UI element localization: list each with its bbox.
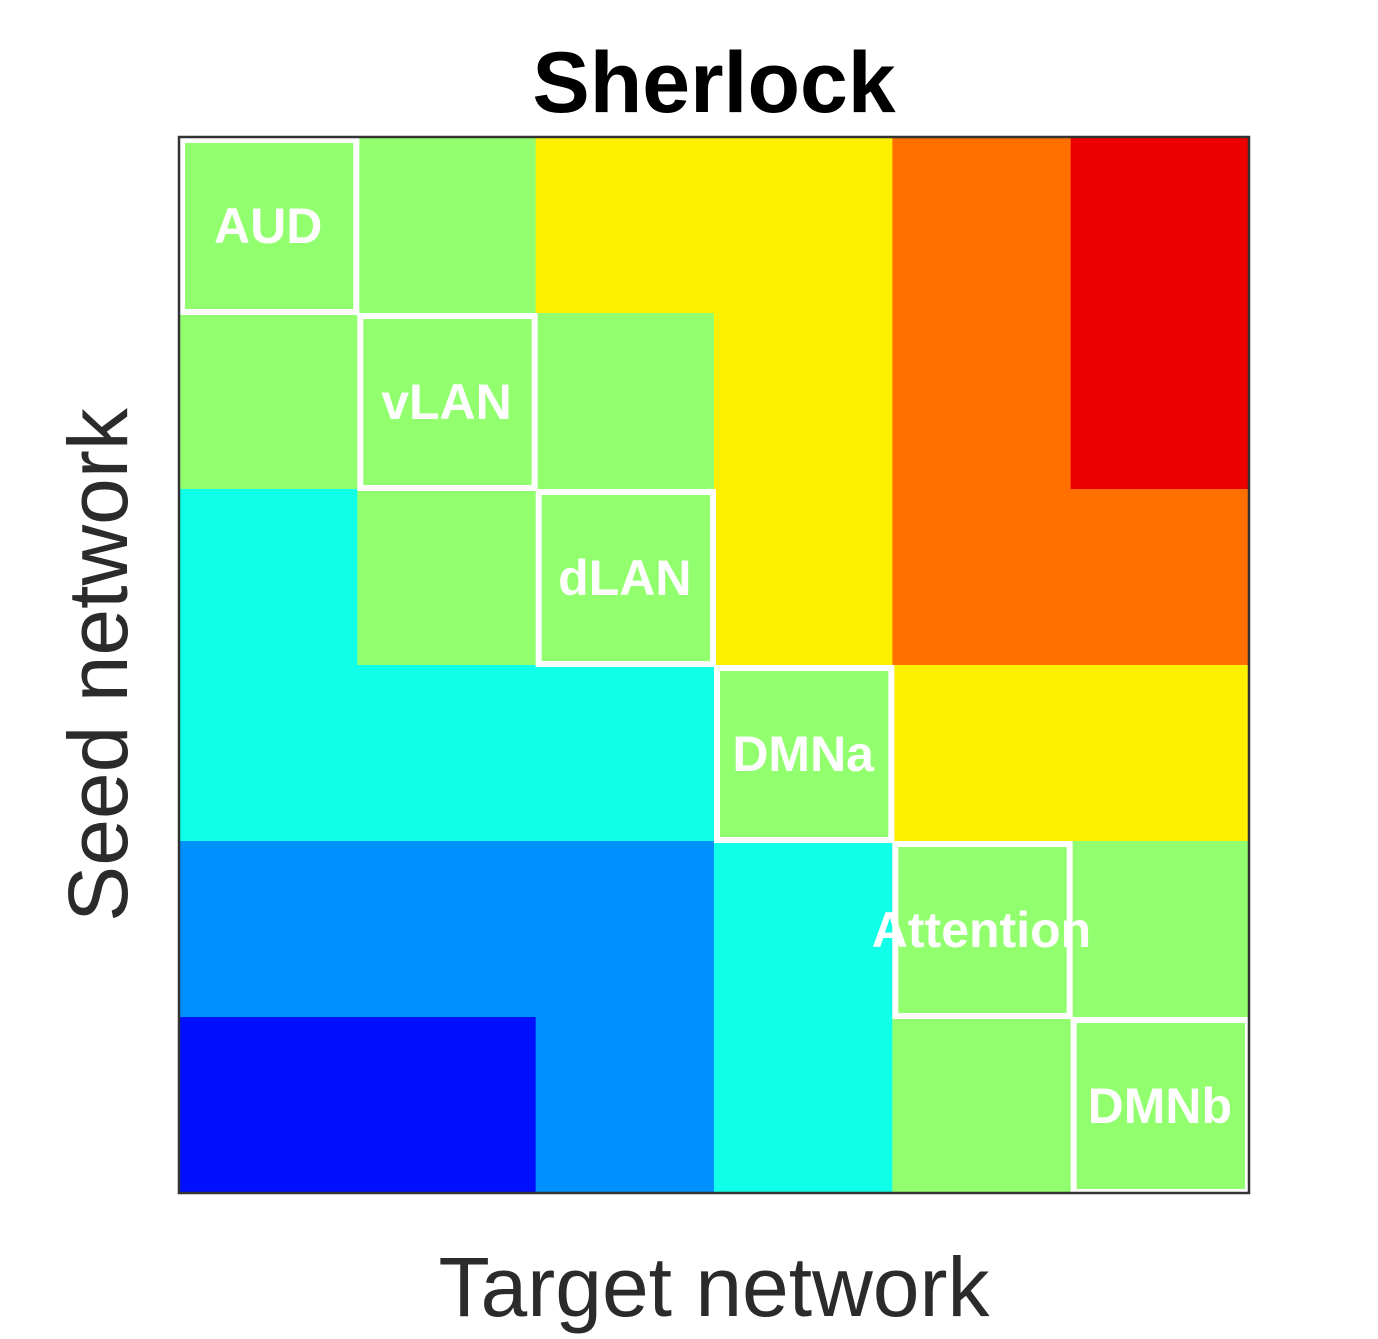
network-label-Attention: Attention — [872, 902, 1091, 958]
diagonal-box-DMNa — [714, 665, 895, 843]
network-label-vLAN: vLAN — [381, 374, 512, 430]
heatmap-cell-dLAN-DMNa — [714, 489, 893, 666]
heatmap-cell-vLAN-dLAN — [535, 313, 715, 490]
network-label-DMNa: DMNa — [732, 726, 875, 782]
chart-title: Sherlock — [532, 35, 895, 131]
network-label-DMNb: DMNb — [1088, 1078, 1232, 1134]
heatmap-cell-dLAN-vLAN — [357, 489, 537, 666]
heatmap-cell-DMNa-Attention — [892, 665, 1072, 842]
heatmap-cell-DMNb-vLAN — [357, 1017, 537, 1194]
heatmap-cell-AUD-DMNb — [1070, 137, 1250, 314]
heatmap-cell-DMNa-AUD — [179, 665, 358, 842]
heatmap-cell-dLAN-Attention — [892, 489, 1072, 666]
heatmap-cell-Attention-vLAN — [357, 841, 537, 1018]
diagonal-box-AUD — [179, 137, 360, 315]
network-label-dLAN: dLAN — [558, 550, 691, 606]
heatmap-cell-Attention-dLAN — [535, 841, 715, 1018]
heatmap-cell-AUD-Attention — [892, 137, 1072, 314]
heatmap-cell-AUD-DMNa — [714, 137, 893, 314]
heatmap-cell-dLAN-DMNb — [1070, 489, 1250, 666]
diagonal-box-Attention — [892, 841, 1073, 1019]
heatmap-cell-Attention-DMNb — [1070, 841, 1250, 1018]
heatmap-cell-DMNb-DMNb — [1070, 1017, 1250, 1194]
heatmap-cell-DMNb-AUD — [179, 1017, 358, 1194]
heatmap-cell-AUD-vLAN — [357, 137, 537, 314]
heatmap-cell-DMNa-dLAN — [535, 665, 715, 842]
heatmap-cell-vLAN-Attention — [892, 313, 1072, 490]
heatmap-cell-AUD-AUD — [179, 137, 358, 314]
heatmap-cell-Attention-AUD — [179, 841, 358, 1018]
heatmap-cells — [179, 137, 1250, 1194]
heatmap-cell-DMNa-DMNa — [714, 665, 893, 842]
heatmap-cell-dLAN-AUD — [179, 489, 358, 666]
diagonal-box-dLAN — [535, 489, 716, 667]
heatmap-cell-DMNa-vLAN — [357, 665, 537, 842]
heatmap-cell-vLAN-AUD — [179, 313, 358, 490]
heatmap-cell-Attention-Attention — [892, 841, 1072, 1018]
heatmap-cell-Attention-DMNa — [714, 841, 893, 1018]
x-axis-label: Target network — [439, 1240, 991, 1334]
plot-frame — [177, 135, 1251, 1195]
heatmap-cell-vLAN-DMNa — [714, 313, 893, 490]
network-label-AUD: AUD — [214, 198, 322, 254]
heatmap-cell-dLAN-dLAN — [535, 489, 715, 666]
heatmap-cell-DMNb-Attention — [892, 1017, 1072, 1194]
heatmap-cell-DMNa-DMNb — [1070, 665, 1250, 842]
heatmap-cell-DMNb-dLAN — [535, 1017, 715, 1194]
network-labels: AUD vLAN dLAN DMNa Attention DMNb — [214, 198, 1232, 1134]
heatmap-cell-AUD-dLAN — [535, 137, 715, 314]
heatmap-cell-vLAN-DMNb — [1070, 313, 1250, 490]
heatmap-cell-vLAN-vLAN — [357, 313, 537, 490]
diagonal-box-vLAN — [357, 313, 538, 491]
y-axis-label: Seed network — [51, 407, 145, 922]
heatmap-cell-DMNb-DMNa — [714, 1017, 893, 1194]
